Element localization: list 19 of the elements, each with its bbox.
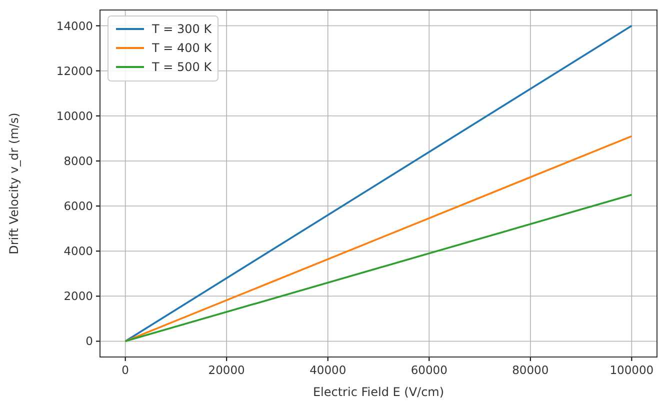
y-tick-label: 2000 (64, 289, 93, 304)
legend-label: T = 300 K (151, 22, 213, 36)
y-axis-title: Drift Velocity v_dr (m/s) (7, 112, 21, 254)
x-tick-label: 0 (122, 363, 129, 377)
x-tick-label: 20000 (208, 363, 245, 377)
x-axis-title: Electric Field E (V/cm) (312, 385, 444, 399)
x-tick-label: 100000 (610, 363, 654, 377)
y-tick-label: 12000 (56, 64, 93, 78)
y-tick-label: 0 (86, 334, 93, 348)
x-tick-label: 40000 (310, 363, 346, 377)
y-tick-label: 6000 (64, 199, 93, 214)
x-tick-label: 60000 (410, 363, 448, 377)
y-tick-label: 14000 (56, 18, 93, 33)
y-tick-label: 10000 (56, 108, 93, 123)
y-tick-label: 8000 (64, 154, 93, 168)
x-tick-label: 80000 (512, 363, 549, 377)
y-tick-label: 4000 (64, 244, 93, 258)
legend-label: T = 500 K (151, 60, 213, 74)
legend-label: T = 400 K (151, 41, 213, 55)
